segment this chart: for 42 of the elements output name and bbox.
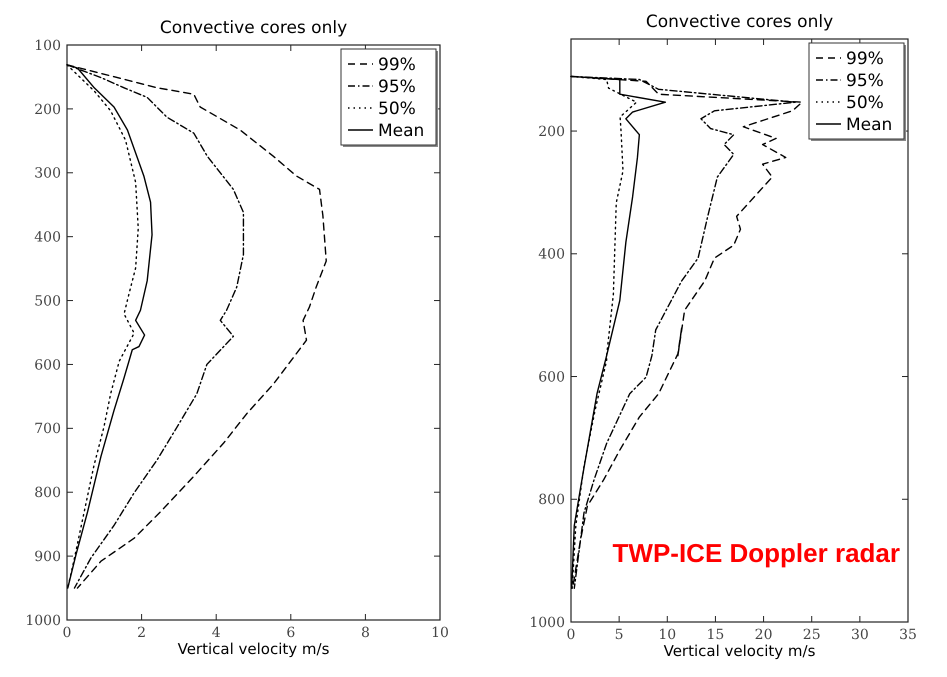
- x-tick-label: 6: [286, 625, 296, 641]
- y-tick-label: 400: [538, 246, 565, 263]
- x-axis-title: Vertical velocity m/s: [664, 642, 816, 660]
- x-tick-label: 5: [614, 627, 624, 643]
- x-tick-label: 8: [360, 625, 370, 641]
- y-tick-label: 1000: [529, 614, 565, 631]
- x-tick-label: 10: [431, 625, 449, 641]
- legend-label: 95%: [378, 76, 416, 97]
- x-tick-label: 10: [658, 627, 676, 643]
- y-tick-label: 1000: [25, 612, 61, 629]
- y-tick-label: 200: [538, 124, 565, 140]
- y-tick-label: 800: [34, 485, 61, 502]
- annotation: TWP-ICE Doppler radar: [612, 538, 900, 568]
- legend-label: 95%: [846, 70, 884, 91]
- x-tick-label: 0: [62, 625, 72, 641]
- x-tick-label: 4: [212, 625, 221, 641]
- y-tick-label: 200: [34, 102, 61, 118]
- y-tick-label: 600: [538, 369, 565, 386]
- x-tick-label: 0: [566, 627, 576, 643]
- x-tick-label: 15: [706, 627, 724, 643]
- chart-title: Convective cores only: [160, 18, 348, 38]
- x-axis-title: Vertical velocity m/s: [178, 640, 330, 658]
- legend-label: 50%: [846, 92, 884, 113]
- y-tick-label: 400: [34, 230, 61, 246]
- x-tick-label: 2: [137, 625, 146, 641]
- x-tick-label: 30: [850, 627, 869, 643]
- x-tick-label: 25: [802, 627, 821, 643]
- chart-title: Convective cores only: [646, 12, 834, 32]
- y-tick-label: 300: [34, 166, 61, 182]
- legend-label: Mean: [846, 114, 892, 135]
- y-tick-label: 800: [538, 492, 565, 508]
- y-tick-label: 900: [34, 549, 61, 566]
- legend-label: 99%: [378, 54, 416, 75]
- x-tick-label: 35: [899, 627, 917, 643]
- legend-label: 99%: [846, 48, 884, 69]
- y-tick-label: 700: [34, 421, 61, 438]
- legend-label: 50%: [378, 98, 416, 119]
- legend-label: Mean: [378, 120, 424, 141]
- y-tick-label: 100: [34, 38, 61, 54]
- y-tick-label: 600: [34, 357, 61, 374]
- x-tick-label: 20: [754, 627, 772, 643]
- y-tick-label: 500: [34, 293, 61, 310]
